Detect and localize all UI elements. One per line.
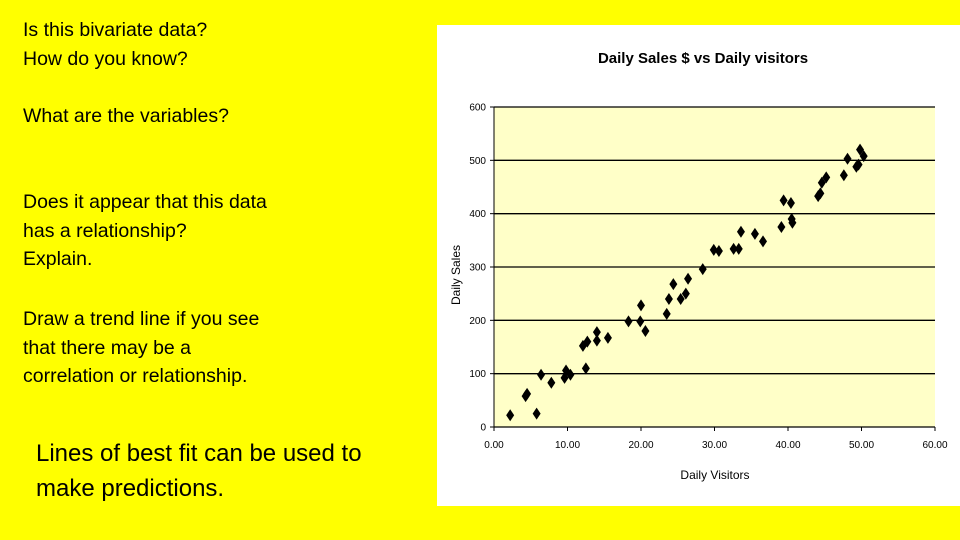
question-trend-line: Draw a trend line if you see that there … bbox=[23, 308, 260, 387]
data-point bbox=[736, 225, 745, 238]
data-point bbox=[562, 364, 571, 377]
data-point bbox=[684, 272, 693, 285]
data-point bbox=[714, 245, 723, 257]
plot-layer: 0 100 200 300 400 500 600 0.00 10.00 20.00 30.00 40… bbox=[469, 103, 948, 452]
data-point bbox=[581, 362, 590, 375]
y-tick-label: 200 bbox=[469, 316, 486, 327]
data-point bbox=[709, 243, 718, 256]
data-point bbox=[843, 152, 852, 165]
data-point bbox=[676, 293, 685, 305]
data-point bbox=[641, 325, 650, 337]
data-point bbox=[583, 335, 592, 348]
y-tick-label: 600 bbox=[469, 103, 486, 114]
data-point bbox=[523, 387, 532, 400]
x-tick-label: 10.00 bbox=[555, 440, 580, 451]
data-point bbox=[532, 407, 541, 420]
y-tick-label: 0 bbox=[480, 423, 486, 434]
data-point bbox=[698, 263, 707, 276]
x-tick-label: 40.00 bbox=[775, 440, 800, 451]
data-point bbox=[636, 315, 645, 328]
chart-title: Daily Sales $ vs Daily visitors bbox=[598, 50, 808, 67]
y-tick-label: 500 bbox=[469, 156, 486, 167]
data-point bbox=[681, 287, 690, 300]
data-point bbox=[729, 242, 738, 255]
x-axis-label: Daily Visitors bbox=[680, 468, 749, 482]
data-point bbox=[537, 368, 546, 381]
question-variables: What are the variables? bbox=[23, 105, 229, 127]
scatter-chart: 0 100 200 300 400 500 600 0.00 10.00 20.00 30.00 40… bbox=[449, 50, 948, 482]
data-point bbox=[779, 194, 788, 207]
y-axis-label: Daily Sales bbox=[449, 245, 463, 305]
scatter-chart-panel: 0 100 200 300 400 500 600 0.00 10.00 20.00 30.00 40… bbox=[437, 25, 960, 506]
data-point bbox=[547, 376, 556, 389]
data-point bbox=[566, 368, 575, 381]
x-tick-label: 30.00 bbox=[702, 440, 727, 451]
y-tick-label: 300 bbox=[469, 263, 486, 274]
data-point bbox=[592, 334, 601, 347]
x-tick-label: 20.00 bbox=[628, 440, 653, 451]
data-point bbox=[856, 143, 865, 156]
data-point bbox=[759, 235, 768, 248]
best-fit-note: Lines of best fit can be used to make pr… bbox=[36, 440, 362, 502]
data-point bbox=[822, 171, 831, 184]
data-point bbox=[592, 326, 601, 339]
data-point bbox=[839, 169, 848, 182]
data-point bbox=[506, 409, 515, 422]
data-point bbox=[816, 187, 825, 200]
question-bivariate: Is this bivariate data? How do you know? bbox=[23, 19, 208, 70]
data-point bbox=[669, 278, 678, 291]
data-point bbox=[637, 299, 645, 312]
y-tick-label: 400 bbox=[469, 209, 486, 220]
data-point bbox=[603, 331, 612, 344]
y-tick-label: 100 bbox=[469, 369, 486, 380]
data-point bbox=[859, 150, 868, 163]
data-point bbox=[786, 197, 795, 209]
data-point bbox=[788, 216, 797, 229]
data-point bbox=[624, 315, 633, 328]
data-point bbox=[662, 307, 671, 320]
data-point bbox=[750, 227, 759, 240]
x-tick-label: 50.00 bbox=[849, 440, 874, 451]
data-point bbox=[777, 221, 786, 233]
data-point bbox=[664, 293, 673, 305]
x-tick-label: 0.00 bbox=[484, 440, 504, 451]
x-tick-label: 60.00 bbox=[922, 440, 947, 451]
data-point bbox=[734, 242, 743, 255]
question-relationship: Does it appear that this data has a rela… bbox=[23, 191, 267, 270]
data-point bbox=[854, 158, 863, 171]
